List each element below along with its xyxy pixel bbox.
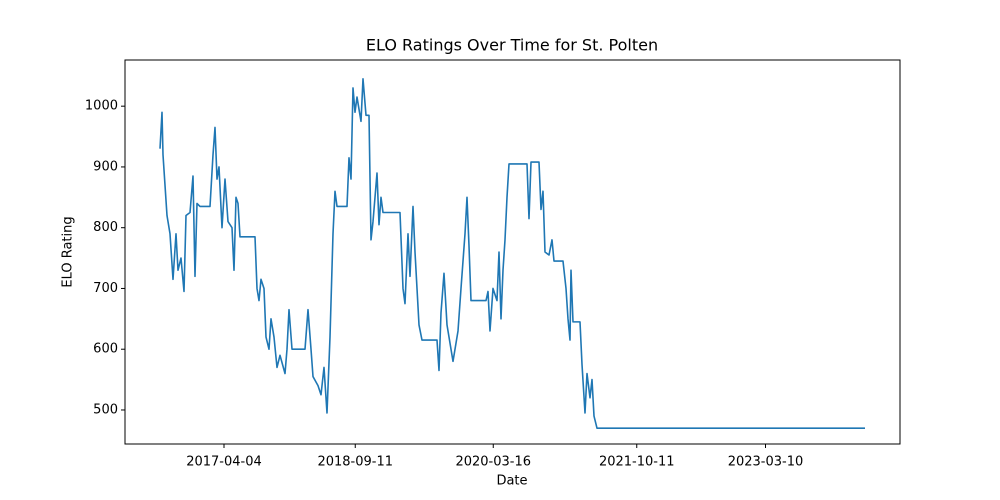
y-tick-label: 700 — [93, 281, 118, 296]
x-axis-label: Date — [496, 474, 527, 489]
y-tick-label: 1000 — [85, 99, 118, 114]
y-tick-label: 500 — [93, 402, 118, 417]
y-tick-label: 800 — [93, 220, 118, 235]
line — [159, 78, 865, 429]
x-tick-label: 2023-03-10 — [728, 455, 804, 470]
plot-frame — [124, 59, 901, 445]
x-tick-label: 2020-03-16 — [455, 455, 531, 470]
x-tick-label: 2021-10-11 — [599, 455, 675, 470]
y-tick-label: 600 — [93, 342, 118, 357]
chart-title: ELO Ratings Over Time for St. Polten — [366, 36, 658, 55]
y-tick-label: 900 — [93, 159, 118, 174]
y-axis-label: ELO Rating — [61, 216, 76, 287]
x-tick-label: 2017-04-04 — [186, 455, 262, 470]
x-tick-label: 2018-09-11 — [317, 455, 393, 470]
